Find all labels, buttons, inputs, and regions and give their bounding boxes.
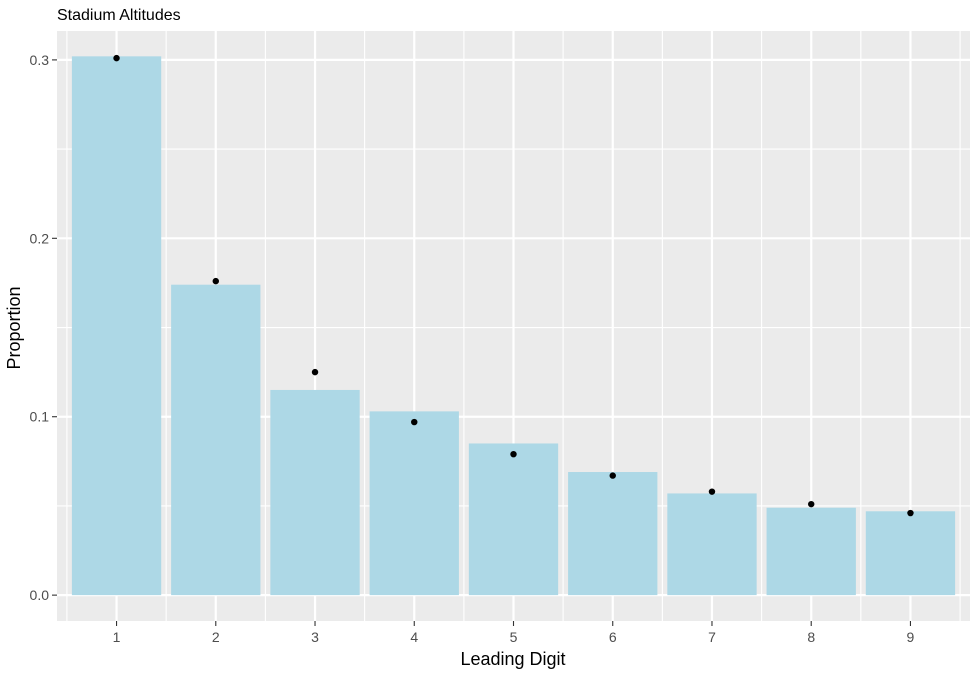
point-digit-5: [510, 450, 517, 458]
x-axis-title: Leading Digit: [460, 649, 565, 669]
bar-digit-8: [766, 507, 856, 596]
x-tick-label: 3: [311, 629, 319, 645]
y-tick-label: 0.3: [30, 52, 50, 68]
bar-digit-5: [468, 443, 559, 596]
x-tick-label: 7: [708, 629, 716, 645]
point-digit-4: [411, 418, 418, 426]
bar-digit-3: [270, 389, 360, 596]
bar-digit-7: [667, 493, 757, 596]
point-digit-7: [708, 488, 716, 495]
point-series: [113, 54, 914, 517]
bar-digit-2: [171, 284, 261, 596]
y-tick-label: 0.2: [30, 230, 50, 246]
y-axis-title: Proportion: [4, 286, 24, 369]
x-tick-label: 1: [113, 629, 121, 645]
point-digit-2: [212, 277, 219, 285]
point-digit-8: [808, 500, 815, 508]
y-tick-label: 0.1: [30, 409, 50, 425]
x-tick-label: 8: [807, 629, 815, 645]
x-tick-label: 9: [907, 629, 915, 645]
bar-digit-4: [369, 411, 459, 596]
x-tick-label: 6: [609, 629, 617, 645]
chart-title: Stadium Altitudes: [57, 7, 181, 24]
x-tick-label: 2: [212, 629, 220, 645]
point-digit-1: [113, 54, 120, 62]
x-axis: 1 2 3 4 5 6 7 8 9: [113, 621, 915, 645]
x-tick-label: 4: [410, 629, 418, 645]
bar-digit-1: [71, 56, 162, 596]
y-axis: 0.0 0.1 0.2 0.3: [30, 52, 57, 603]
y-tick-label: 0.0: [30, 587, 50, 603]
bar-digit-9: [865, 511, 956, 596]
point-digit-3: [311, 368, 319, 376]
x-tick-label: 5: [510, 629, 518, 645]
point-digit-6: [609, 472, 616, 479]
point-digit-9: [907, 509, 914, 517]
bar-series: [71, 56, 956, 596]
bar-digit-6: [568, 472, 658, 596]
